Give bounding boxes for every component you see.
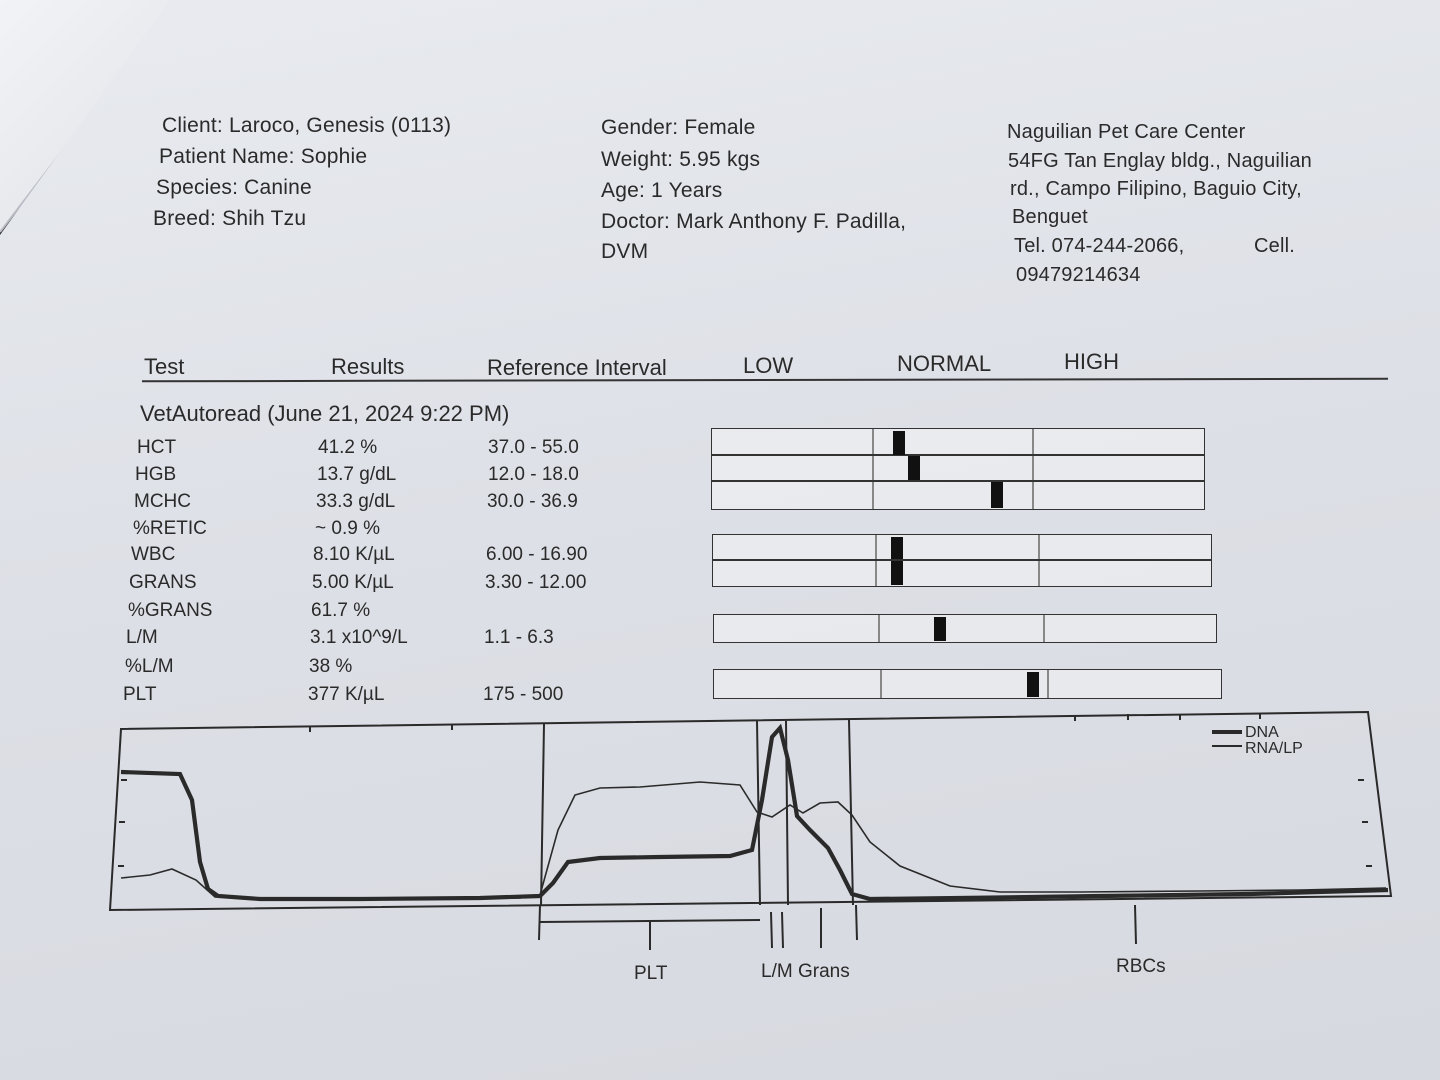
header-test: Test (144, 354, 185, 379)
dna-curve (120, 723, 1389, 902)
test-result: 8.10 K/µL (313, 544, 395, 565)
clinic-address-2: rd., Campo Filipino, Baguio City, (1010, 178, 1302, 200)
patient-name-line: Patient Name: Sophie (159, 145, 368, 168)
test-name: WBC (131, 544, 176, 565)
test-name: %L/M (125, 656, 174, 677)
wbc-marker (891, 537, 903, 559)
test-result: 61.7 % (311, 600, 371, 621)
grans-marker (891, 561, 903, 585)
test-result: 38 % (309, 656, 353, 677)
clinic-cell-label: Cell. (1254, 235, 1296, 257)
test-reference: 30.0 - 36.9 (487, 491, 578, 512)
test-name: %RETIC (133, 518, 207, 539)
test-reference: 12.0 - 18.0 (488, 464, 579, 485)
test-result: 5.00 K/µL (312, 572, 394, 593)
test-result: 41.2 % (318, 437, 378, 458)
wbc-range-bars (712, 534, 1212, 587)
header-low: LOW (743, 353, 794, 378)
test-name: HCT (137, 437, 177, 458)
clinic-tel: Tel. 074-244-2066, (1014, 235, 1185, 257)
test-reference: 3.30 - 12.00 (485, 572, 587, 593)
test-result: 377 K/µL (308, 684, 385, 705)
rbc-range-bars (711, 428, 1205, 510)
test-name: GRANS (129, 572, 197, 593)
histogram-frame (108, 710, 1393, 912)
test-name: PLT (123, 684, 157, 705)
test-reference: 1.1 - 6.3 (484, 627, 554, 648)
test-name: %GRANS (128, 600, 213, 621)
test-result: 3.1 x10^9/L (310, 627, 408, 648)
header-normal: NORMAL (897, 351, 992, 376)
region-label-grans: Grans (798, 961, 850, 982)
lm-marker (934, 617, 946, 641)
test-reference: 6.00 - 16.90 (486, 544, 588, 565)
clinic-address-3: Benguet (1012, 206, 1088, 228)
test-reference: 37.0 - 55.0 (488, 437, 579, 458)
doctor-title-line: DVM (601, 240, 649, 263)
legend-rna-lp: RNA/LP (1245, 740, 1303, 757)
header-high: HIGH (1064, 349, 1119, 374)
hgb-marker (908, 456, 920, 480)
region-label-rbcs: RBCs (1116, 956, 1166, 977)
clinic-cell: 09479214634 (1016, 264, 1141, 286)
test-result: 13.7 g/dL (317, 464, 397, 485)
clinic-name: Naguilian Pet Care Center (1007, 121, 1246, 143)
test-reference: 175 - 500 (483, 684, 564, 705)
run-title: VetAutoread (June 21, 2024 9:22 PM) (140, 401, 510, 426)
test-result: 33.3 g/dL (316, 491, 396, 512)
test-name: HGB (135, 464, 177, 485)
region-label-plt: PLT (634, 963, 668, 984)
age-line: Age: 1 Years (601, 179, 723, 202)
plt-marker (1027, 672, 1039, 697)
clinic-address-1: 54FG Tan Englay bldg., Naguilian (1008, 150, 1312, 172)
test-name: MCHC (134, 491, 191, 512)
test-name: L/M (126, 627, 158, 648)
doctor-line: Doctor: Mark Anthony F. Padilla, (601, 210, 907, 233)
header-results: Results (331, 354, 405, 379)
plt-range-bar (713, 669, 1222, 699)
hct-marker (893, 431, 905, 455)
mchc-marker (991, 482, 1003, 508)
gender-line: Gender: Female (601, 116, 756, 139)
client-line: Client: Laroco, Genesis (0113) (162, 114, 452, 137)
legend-dna: DNA (1245, 724, 1279, 741)
header-reference: Reference Interval (487, 355, 667, 380)
weight-line: Weight: 5.95 kgs (601, 148, 761, 171)
region-label-lm: L/M (761, 961, 793, 982)
breed-line: Breed: Shih Tzu (153, 207, 307, 230)
species-line: Species: Canine (156, 176, 312, 199)
test-result: ~ 0.9 % (315, 518, 380, 539)
lm-range-bar (713, 614, 1217, 643)
